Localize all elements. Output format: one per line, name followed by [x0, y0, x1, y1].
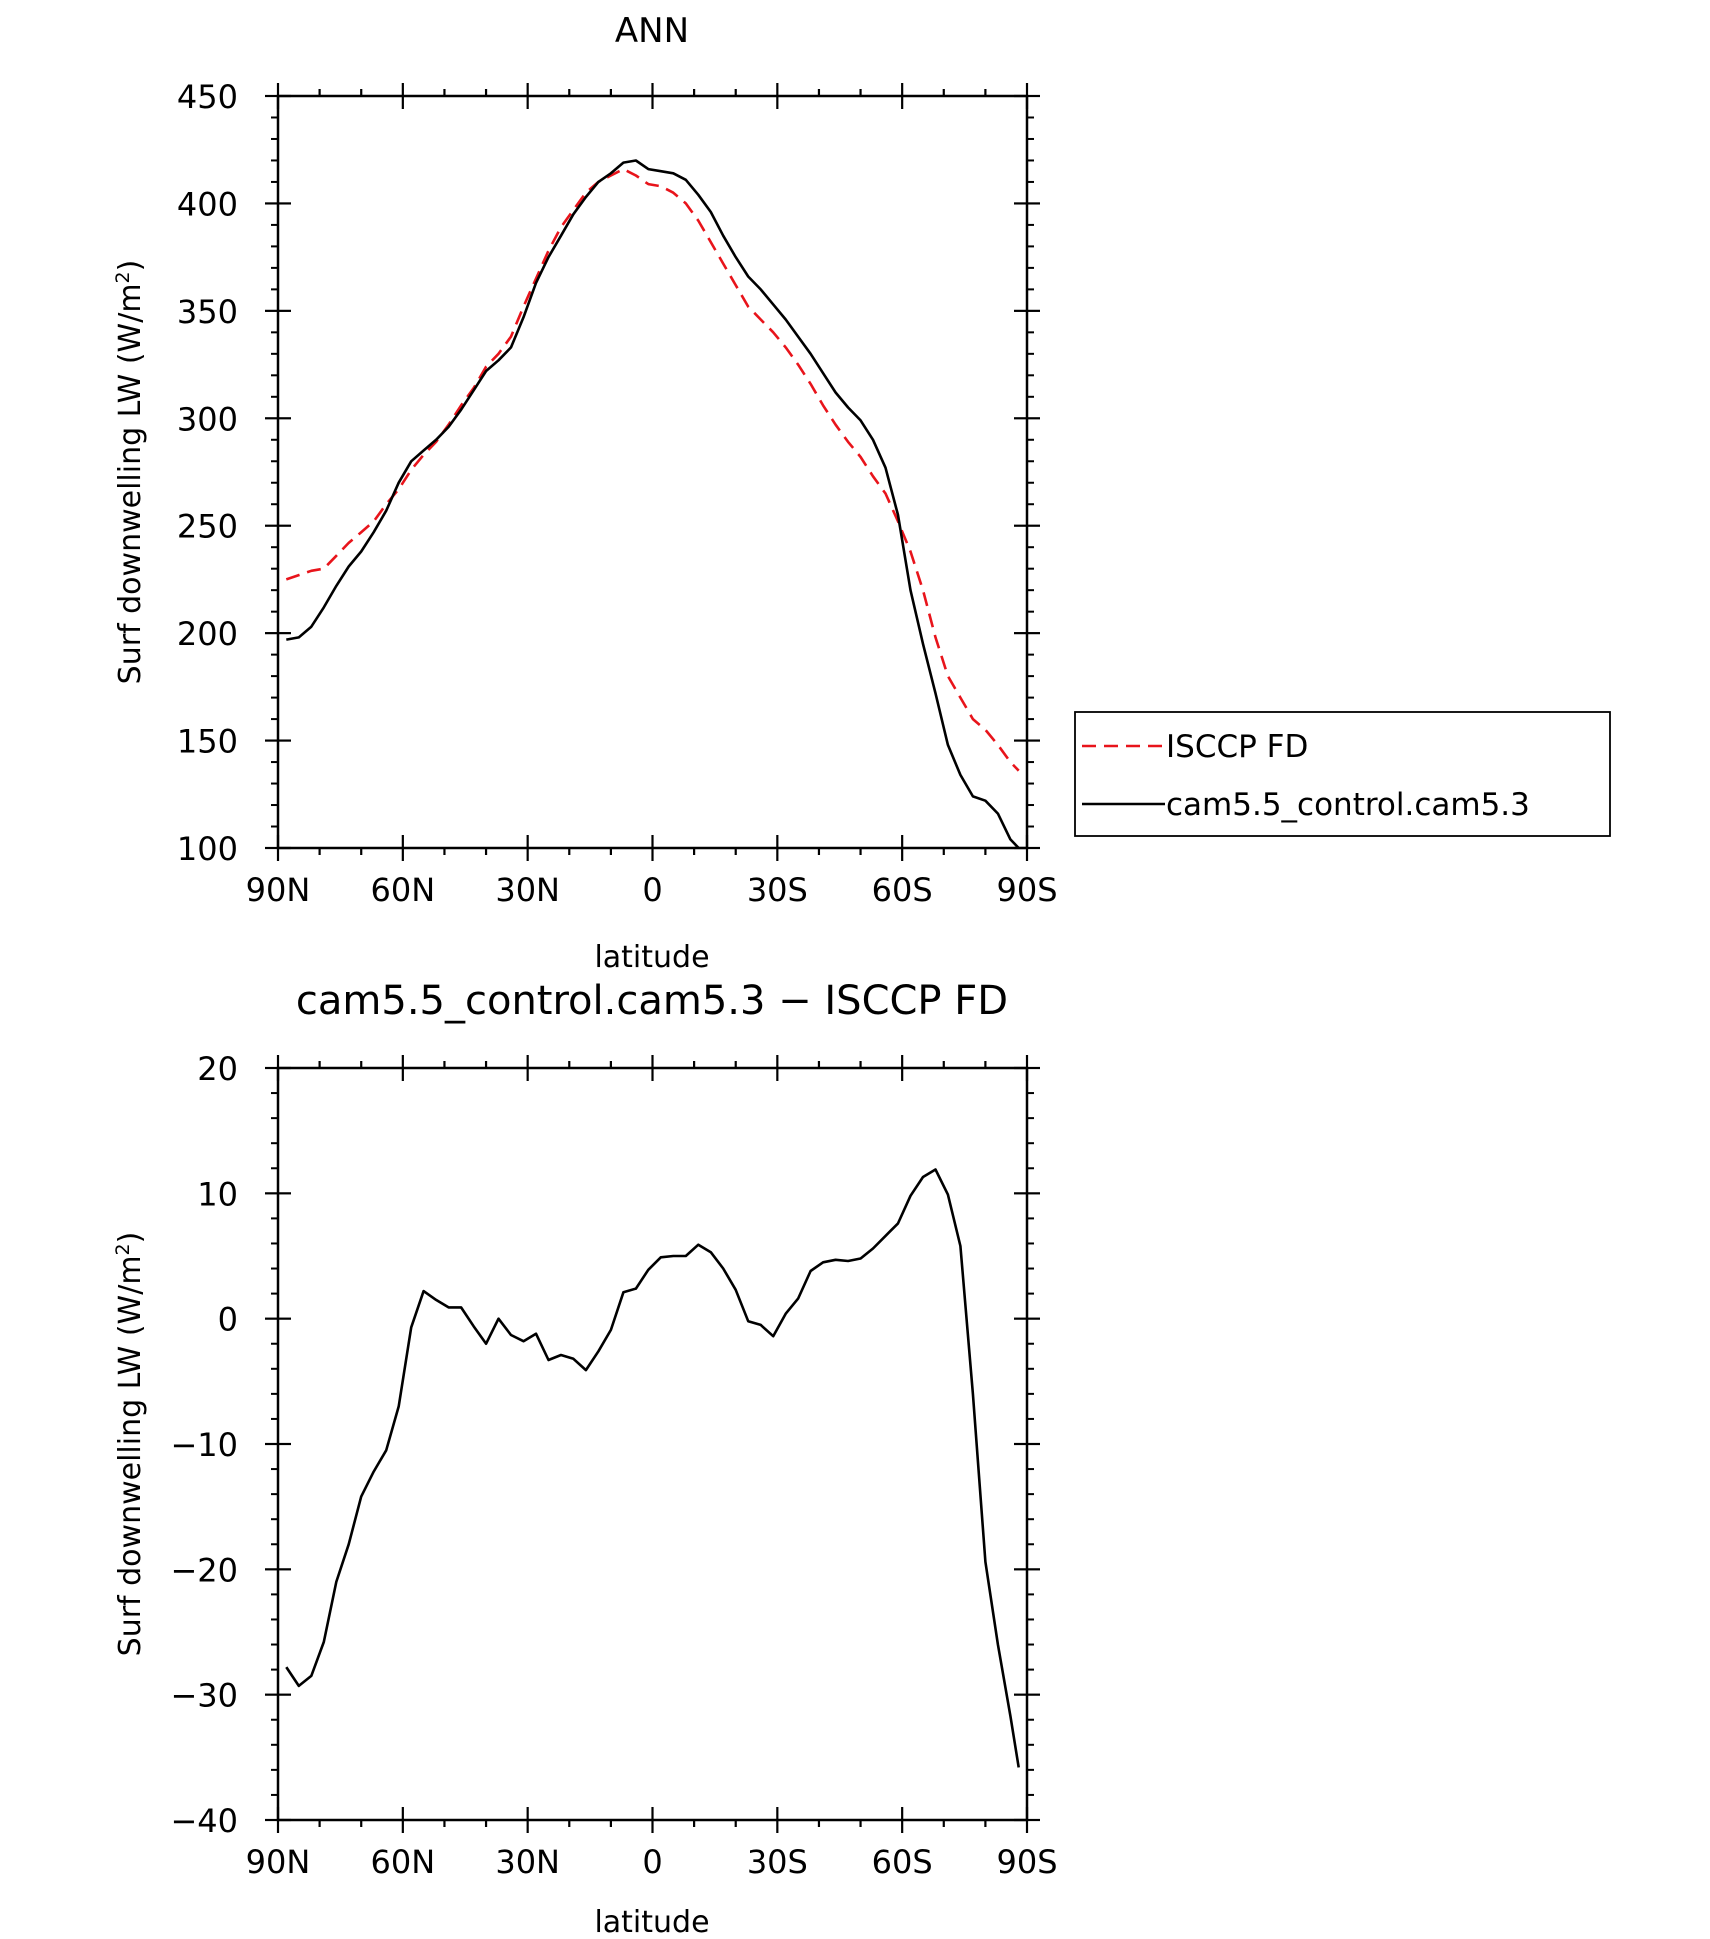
- top-chart-x-tick-label: 30N: [495, 871, 560, 909]
- top-chart-x-tick-label: 0: [642, 871, 662, 909]
- bottom-chart-y-tick-label: −30: [170, 1677, 238, 1715]
- top-chart-y-tick-label: 100: [177, 830, 238, 868]
- top-chart-ticks: [265, 83, 1040, 861]
- bottom-chart-x-tick-labels: 90N 60N 30N 0 30S 60S 90S: [246, 1843, 1058, 1881]
- bottom-chart-x-tick-label: 60N: [371, 1843, 436, 1881]
- top-chart-y-tick-label: 350: [177, 293, 238, 331]
- top-chart-x-axis-label: latitude: [594, 940, 709, 975]
- bottom-chart-y-tick-labels: −40 −30 −20 −10 0 10 20: [170, 1050, 238, 1840]
- top-chart-x-tick-label: 60S: [872, 871, 933, 909]
- top-chart-x-tick-label: 30S: [747, 871, 808, 909]
- legend-label-isccp-fd: ISCCP FD: [1166, 729, 1308, 765]
- bottom-chart-x-tick-label: 60S: [872, 1843, 933, 1881]
- top-chart-y-tick-label: 150: [177, 723, 238, 761]
- top-chart-x-tick-labels: 90N 60N 30N 0 30S 60S 90S: [246, 871, 1058, 909]
- legend: ISCCP FD cam5.5_control.cam5.3: [1074, 711, 1611, 837]
- top-chart: ANN 90N 60N 30N 0 30S 60S 90S 100 150 200 250 300 3…: [112, 11, 1058, 975]
- bottom-chart-x-tick-label: 90N: [246, 1843, 311, 1881]
- top-chart-y-tick-label: 400: [177, 185, 238, 223]
- top-chart-x-tick-label: 90N: [246, 871, 311, 909]
- bottom-chart: cam5.5_control.cam5.3 − ISCCP FD 90N 60N 3…: [112, 978, 1058, 1939]
- top-chart-y-tick-label: 450: [177, 78, 238, 116]
- bottom-chart-x-tick-label: 30S: [747, 1843, 808, 1881]
- bottom-chart-x-tick-label: 0: [642, 1843, 662, 1881]
- top-chart-title: ANN: [615, 11, 689, 51]
- bottom-chart-x-tick-label: 90S: [996, 1843, 1057, 1881]
- top-chart-x-tick-label: 90S: [996, 871, 1057, 909]
- top-chart-y-tick-label: 300: [177, 400, 238, 438]
- legend-box: [1074, 711, 1611, 837]
- bottom-chart-y-tick-label: −10: [170, 1426, 238, 1464]
- bottom-chart-x-axis-label: latitude: [594, 1905, 709, 1939]
- top-chart-y-axis-label: Surf downwelling LW (W/m2): [112, 260, 148, 685]
- top-chart-y-tick-label: 250: [177, 508, 238, 546]
- top-chart-y-tick-label: 200: [177, 615, 238, 653]
- top-chart-plot-frame: [276, 94, 1029, 850]
- bottom-chart-title: cam5.5_control.cam5.3 − ISCCP FD: [296, 978, 1008, 1024]
- bottom-chart-y-tick-label: 0: [218, 1301, 238, 1339]
- bottom-chart-x-tick-label: 30N: [495, 1843, 560, 1881]
- bottom-chart-y-tick-label: −20: [170, 1551, 238, 1589]
- bottom-chart-y-axis-label: Surf downwelling LW (W/m2): [112, 1232, 148, 1657]
- bottom-chart-plot-frame: [276, 1066, 1029, 1822]
- bottom-chart-y-tick-label: −40: [170, 1802, 238, 1840]
- bottom-chart-y-tick-label: 10: [197, 1175, 238, 1213]
- top-chart-x-tick-label: 60N: [371, 871, 436, 909]
- bottom-chart-series: [285, 1168, 1020, 1768]
- top-chart-series: [285, 159, 1020, 849]
- bottom-chart-series-line-1: [285, 1168, 1020, 1768]
- top-chart-series-line-2: [286, 159, 1020, 849]
- top-chart-series-line-1: [285, 167, 1020, 772]
- top-chart-y-tick-labels: 100 150 200 250 300 350 400 450: [177, 78, 238, 868]
- bottom-chart-ticks: [265, 1055, 1040, 1833]
- legend-label-cam5-5-control: cam5.5_control.cam5.3: [1166, 787, 1530, 823]
- bottom-chart-y-tick-label: 20: [197, 1050, 238, 1088]
